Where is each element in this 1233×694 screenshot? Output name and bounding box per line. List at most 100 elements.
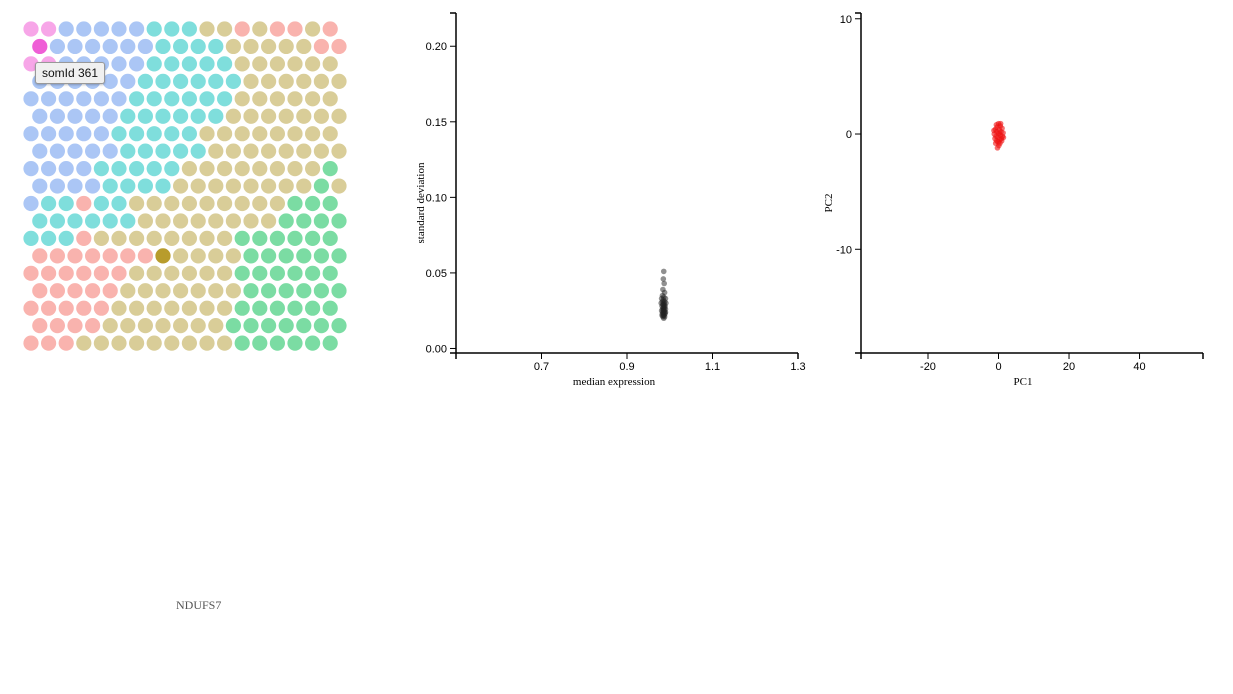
som-node[interactable]	[269, 21, 285, 37]
som-node[interactable]	[120, 318, 136, 334]
som-node[interactable]	[137, 108, 153, 124]
som-node[interactable]	[155, 108, 171, 124]
som-node[interactable]	[58, 91, 74, 107]
som-node[interactable]	[208, 108, 224, 124]
som-node[interactable]	[217, 335, 233, 351]
som-node[interactable]	[313, 38, 329, 55]
som-node[interactable]	[58, 335, 74, 351]
som-node[interactable]	[199, 335, 215, 351]
som-node[interactable]	[305, 265, 321, 281]
som-node[interactable]	[313, 178, 329, 194]
som-node[interactable]	[313, 248, 329, 264]
som-node[interactable]	[58, 161, 74, 177]
som-node[interactable]	[278, 178, 294, 194]
som-node[interactable]	[32, 108, 48, 124]
som-node[interactable]	[296, 108, 312, 124]
som-node[interactable]	[41, 161, 57, 177]
som-node[interactable]	[58, 300, 74, 316]
som-node[interactable]	[67, 143, 83, 159]
som-node[interactable]	[199, 21, 215, 37]
som-node[interactable]	[111, 300, 127, 316]
som-node[interactable]	[23, 126, 39, 142]
som-node[interactable]	[278, 318, 294, 334]
som-node[interactable]	[181, 230, 197, 246]
som-node[interactable]	[146, 21, 162, 37]
som-node[interactable]	[155, 213, 171, 229]
som-node[interactable]	[278, 213, 294, 229]
som-node[interactable]	[129, 56, 145, 72]
som-node[interactable]	[190, 283, 206, 299]
som-node[interactable]	[243, 283, 259, 299]
som-node[interactable]	[322, 91, 338, 107]
som-node[interactable]	[331, 248, 347, 264]
data-point[interactable]	[660, 276, 667, 282]
som-node[interactable]	[93, 335, 109, 351]
som-node[interactable]	[296, 283, 312, 299]
som-node[interactable]	[120, 143, 136, 159]
som-node[interactable]	[331, 318, 347, 334]
som-node[interactable]	[102, 178, 118, 194]
som-node[interactable]	[243, 248, 259, 264]
som-node[interactable]	[313, 318, 329, 334]
som-node[interactable]	[23, 161, 39, 177]
som-node[interactable]	[252, 21, 268, 37]
som-node[interactable]	[137, 248, 153, 264]
som-node[interactable]	[23, 91, 39, 107]
som-node[interactable]	[331, 143, 347, 159]
som-node[interactable]	[234, 21, 250, 37]
data-point[interactable]	[996, 130, 1003, 136]
som-node[interactable]	[296, 318, 312, 334]
som-node[interactable]	[252, 230, 268, 246]
som-node[interactable]	[278, 248, 294, 264]
som-node[interactable]	[199, 265, 215, 281]
som-node[interactable]	[234, 91, 250, 107]
som-node[interactable]	[23, 300, 39, 316]
som-node[interactable]	[322, 21, 338, 37]
som-node[interactable]	[85, 318, 101, 334]
som-node[interactable]	[234, 300, 250, 316]
som-node[interactable]	[23, 265, 39, 281]
som-node[interactable]	[217, 126, 233, 142]
som-node[interactable]	[208, 213, 224, 229]
som-node[interactable]	[305, 300, 321, 316]
som-node[interactable]	[190, 318, 206, 334]
som-node[interactable]	[225, 143, 241, 159]
som-node[interactable]	[120, 38, 136, 55]
som-node[interactable]	[287, 56, 303, 72]
som-node[interactable]	[85, 178, 101, 194]
som-node[interactable]	[217, 265, 233, 281]
data-point[interactable]	[991, 127, 997, 134]
som-node[interactable]	[32, 178, 48, 194]
som-node[interactable]	[252, 161, 268, 177]
som-node[interactable]	[278, 38, 294, 55]
som-node[interactable]	[173, 248, 189, 264]
som-node[interactable]	[225, 248, 241, 264]
som-node[interactable]	[313, 283, 329, 299]
som-node[interactable]	[261, 213, 277, 229]
som-node[interactable]	[129, 21, 145, 37]
som-node[interactable]	[322, 265, 338, 281]
som-node[interactable]	[93, 126, 109, 142]
data-point[interactable]	[660, 268, 667, 275]
som-node[interactable]	[164, 195, 180, 212]
som-node[interactable]	[102, 143, 118, 159]
som-node[interactable]	[296, 213, 312, 229]
som-node[interactable]	[155, 283, 171, 299]
som-node[interactable]	[190, 143, 206, 159]
som-node[interactable]	[199, 230, 215, 246]
som-node[interactable]	[41, 126, 57, 142]
som-node[interactable]	[129, 126, 145, 142]
som-node[interactable]	[67, 38, 83, 55]
som-node[interactable]	[76, 230, 92, 246]
som-node[interactable]	[305, 126, 321, 142]
som-node[interactable]	[199, 161, 215, 177]
som-node[interactable]	[331, 73, 347, 89]
som-node[interactable]	[261, 248, 277, 264]
som-node[interactable]	[190, 108, 206, 124]
som-node[interactable]	[76, 195, 92, 212]
som-node[interactable]	[261, 73, 277, 89]
som-node[interactable]	[93, 91, 109, 107]
som-node[interactable]	[225, 38, 241, 55]
som-node[interactable]	[261, 143, 277, 159]
som-node[interactable]	[173, 38, 189, 55]
